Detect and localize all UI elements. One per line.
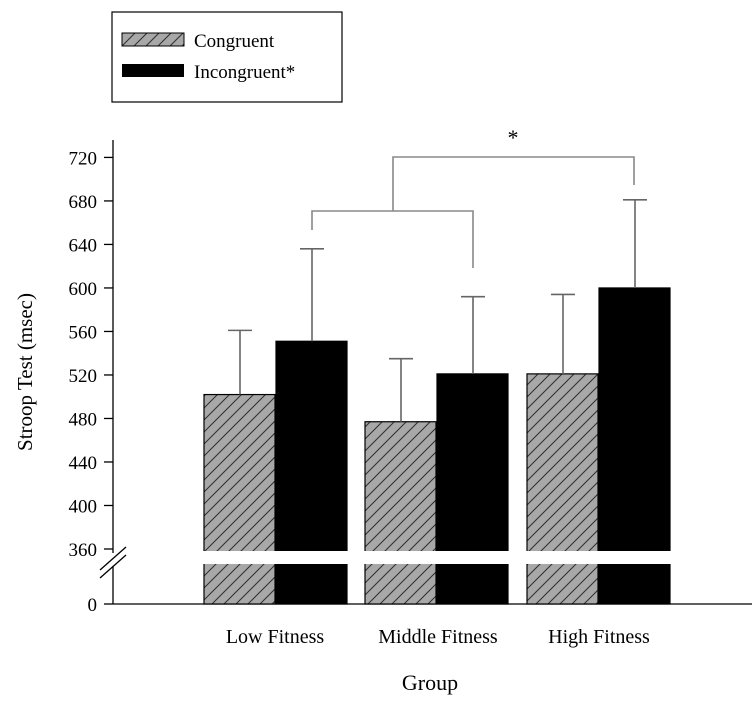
x-tick-label: High Fitness	[548, 626, 650, 648]
bar-incongruent	[437, 374, 508, 604]
y-tick-label: 0	[88, 595, 98, 616]
axis-break-gap	[195, 551, 685, 564]
y-axis-title: Stroop Test (msec)	[13, 293, 37, 451]
bar-congruent	[204, 395, 275, 604]
x-tick-label: Middle Fitness	[378, 626, 498, 648]
y-tick-label: 600	[69, 279, 98, 300]
y-tick-label: 680	[69, 192, 98, 213]
x-axis-tick-labels: Low Fitness Middle Fitness High Fitness	[226, 626, 650, 648]
bar-congruent	[365, 422, 436, 604]
x-axis-title: Group	[402, 670, 458, 695]
bar-incongruent	[276, 341, 347, 604]
y-tick-label: 360	[69, 540, 98, 561]
bar-congruent	[527, 374, 598, 604]
legend-label-congruent: Congruent	[194, 31, 275, 52]
legend: Congruent Incongruent*	[112, 12, 342, 102]
y-tick-label: 520	[69, 366, 98, 387]
y-axis-ticks: 0 360 400 440 480 520 560 600 640 680 720	[69, 148, 114, 616]
bracket-to-high	[393, 157, 634, 211]
significance-bracket: *	[312, 125, 634, 268]
y-tick-label: 480	[69, 409, 98, 430]
y-tick-label: 440	[69, 453, 98, 474]
y-tick-label: 560	[69, 322, 98, 343]
significance-star: *	[508, 125, 519, 150]
legend-box	[112, 12, 342, 102]
legend-label-incongruent: Incongruent*	[194, 62, 295, 83]
y-tick-label: 400	[69, 496, 98, 517]
y-tick-label: 720	[69, 148, 98, 169]
legend-swatch-incongruent	[122, 64, 184, 77]
bracket-low-middle	[312, 211, 473, 268]
y-tick-label: 640	[69, 235, 98, 256]
x-tick-label: Low Fitness	[226, 626, 325, 648]
legend-swatch-congruent	[122, 33, 184, 46]
